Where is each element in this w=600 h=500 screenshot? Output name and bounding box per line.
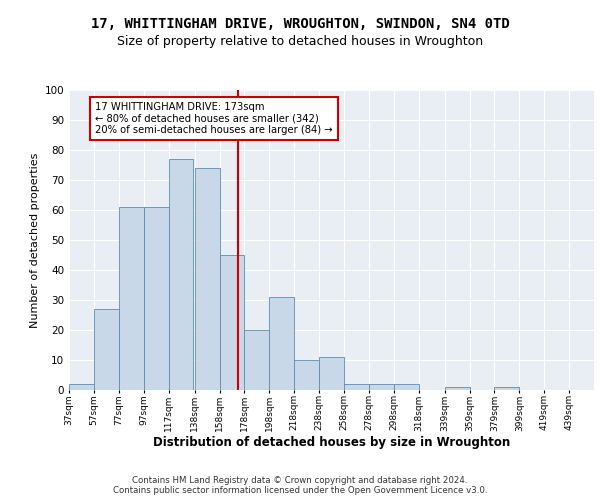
Text: 17, WHITTINGHAM DRIVE, WROUGHTON, SWINDON, SN4 0TD: 17, WHITTINGHAM DRIVE, WROUGHTON, SWINDO… (91, 18, 509, 32)
Bar (220, 255, 244, 390)
Bar (369, 384, 394, 390)
Bar (94, 309, 119, 390)
Bar (394, 384, 419, 390)
Bar (143, 207, 169, 390)
Bar (494, 387, 520, 390)
Bar (244, 330, 269, 390)
Bar (294, 360, 319, 390)
Bar (344, 384, 369, 390)
Bar (69, 384, 94, 390)
Text: Contains HM Land Registry data © Crown copyright and database right 2024.: Contains HM Land Registry data © Crown c… (132, 476, 468, 485)
Text: Size of property relative to detached houses in Wroughton: Size of property relative to detached ho… (117, 35, 483, 48)
Y-axis label: Number of detached properties: Number of detached properties (31, 152, 40, 328)
Bar (194, 168, 220, 390)
X-axis label: Distribution of detached houses by size in Wroughton: Distribution of detached houses by size … (153, 436, 510, 449)
Bar (119, 207, 143, 390)
Text: 17 WHITTINGHAM DRIVE: 173sqm
← 80% of detached houses are smaller (342)
20% of s: 17 WHITTINGHAM DRIVE: 173sqm ← 80% of de… (95, 102, 333, 135)
Text: Contains public sector information licensed under the Open Government Licence v3: Contains public sector information licen… (113, 486, 487, 495)
Bar (445, 387, 470, 390)
Bar (169, 159, 193, 390)
Bar (269, 297, 294, 390)
Bar (319, 357, 344, 390)
